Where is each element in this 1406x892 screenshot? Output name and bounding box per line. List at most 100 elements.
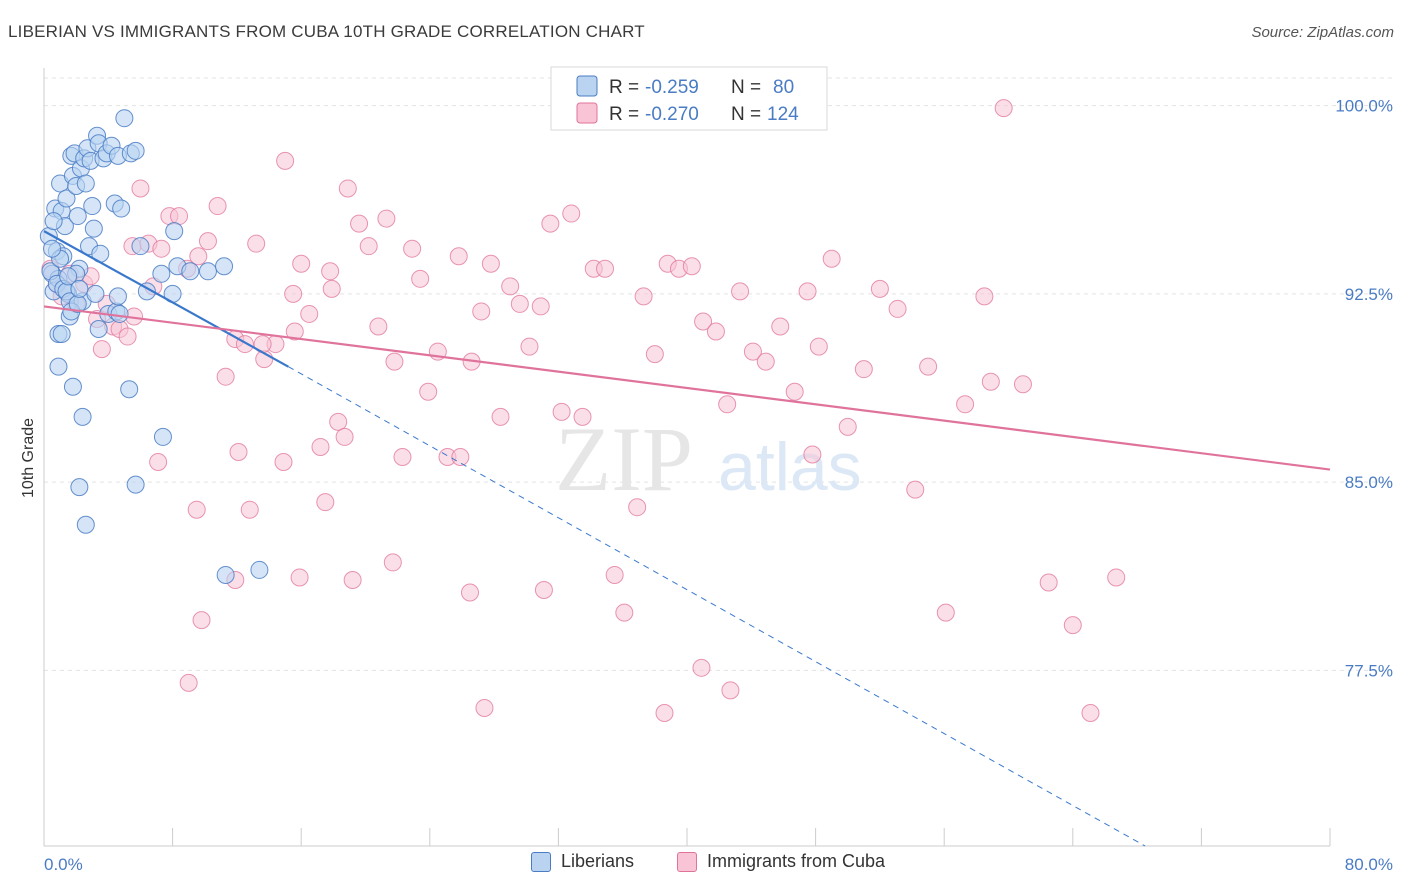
point-cuba-24 [216,367,235,386]
point-cuba-67 [645,345,664,364]
point-cuba-89 [956,395,975,414]
point-liberians-53 [86,284,105,303]
point-cuba-60 [562,204,581,223]
point-cuba-73 [718,395,737,414]
legend-n-label-2: N = [731,104,761,125]
point-cuba-75 [743,342,762,361]
point-cuba-43 [393,448,412,466]
point-liberians-65 [165,222,184,241]
point-cuba-78 [785,382,804,401]
point-cuba-72 [706,322,725,341]
point-liberians-74 [89,320,108,339]
point-cuba-36 [329,412,348,431]
point-liberians-21 [76,174,95,193]
chart-title: LIBERIAN VS IMMIGRANTS FROM CUBA 10TH GR… [8,22,645,41]
point-liberians-62 [126,475,145,494]
watermark-zip: ZIP [555,408,693,510]
point-cuba-76 [756,352,775,371]
point-cuba-55 [510,294,529,313]
point-cuba-46 [419,382,438,401]
trend-lines [43,230,1331,847]
point-cuba-51 [472,302,491,321]
point-liberians-61 [76,515,95,534]
point-cuba-79 [798,282,817,301]
chart-source: Source: ZipAtlas.com [1251,24,1394,41]
point-cuba-80 [809,337,828,356]
point-cuba-86 [906,480,925,499]
point-cuba-59 [552,402,571,421]
legend-n-label-1: N = [731,77,761,98]
legend-bottom: Liberians Immigrants from Cuba [0,851,1406,879]
point-cuba-65 [615,603,634,622]
point-liberians-79 [70,279,89,298]
point-cuba-21 [189,247,208,266]
point-liberians-76 [216,565,235,584]
point-liberians-35 [112,199,131,218]
trend-line-liberians-extension [288,366,1146,847]
point-liberians-68 [198,262,217,281]
point-liberians-60 [70,478,89,497]
point-cuba-116 [655,703,674,722]
point-liberians-56 [49,357,68,376]
point-cuba-74 [731,282,750,301]
point-cuba-123 [322,279,341,298]
point-cuba-101 [192,611,211,630]
point-liberians-78 [59,267,78,286]
point-cuba-96 [1107,568,1126,587]
point-cuba-49 [449,247,468,266]
point-cuba-112 [460,583,479,602]
point-cuba-107 [240,500,259,519]
point-liberians-69 [215,257,234,276]
point-cuba-85 [888,299,907,318]
point-cuba-66 [634,287,653,306]
point-cuba-53 [491,407,510,426]
point-cuba-83 [854,360,873,379]
y-tick-label-3: 100.0% [1335,97,1393,116]
point-liberians-75 [110,304,129,323]
point-cuba-90 [975,287,994,306]
point-cuba-115 [628,498,647,517]
point-cuba-113 [475,698,494,717]
legend-bottom-label-liberians: Liberians [561,851,635,871]
x-tick-label-0: 0.0% [44,855,83,874]
point-cuba-42 [385,352,404,371]
series-liberians [39,109,269,584]
point-cuba-40 [369,317,388,336]
point-cuba-77 [771,317,790,336]
point-cuba-109 [290,568,309,587]
point-cuba-22 [198,232,217,251]
legend-r-value-1: -0.259 [645,77,699,98]
point-cuba-71 [694,312,713,331]
point-liberians-71 [152,264,171,283]
legend-n-value-1: 80 [773,77,794,98]
point-cuba-64 [605,565,624,584]
point-cuba-23 [208,197,227,216]
point-liberians-73 [108,287,127,306]
point-cuba-84 [870,279,889,298]
point-cuba-27 [247,234,266,253]
legend-swatch-cuba [576,102,598,124]
point-cuba-32 [292,254,311,273]
watermark: ZIP atlas [555,408,862,510]
y-tick-label-2: 92.5% [1345,285,1393,304]
axis-layer [43,68,1331,847]
point-liberians-17 [68,207,87,226]
point-cuba-82 [838,417,857,436]
legend-bottom-swatch-liberians [531,851,551,872]
point-cuba-117 [692,658,711,677]
x-tick-label-1: 80.0% [1345,855,1393,874]
grid-layer [44,77,1395,671]
point-cuba-104 [274,453,293,472]
point-cuba-63 [596,259,615,278]
point-liberians-63 [153,427,172,446]
point-cuba-93 [1039,573,1058,592]
y-tick-label-1: 85.0% [1345,473,1393,492]
point-cuba-99 [187,500,206,519]
point-cuba-91 [994,99,1013,118]
point-cuba-44 [403,239,422,258]
point-liberians-57 [63,377,82,396]
point-cuba-39 [359,237,378,256]
watermark-atlas: atlas [718,429,862,505]
point-cuba-103 [229,442,248,461]
